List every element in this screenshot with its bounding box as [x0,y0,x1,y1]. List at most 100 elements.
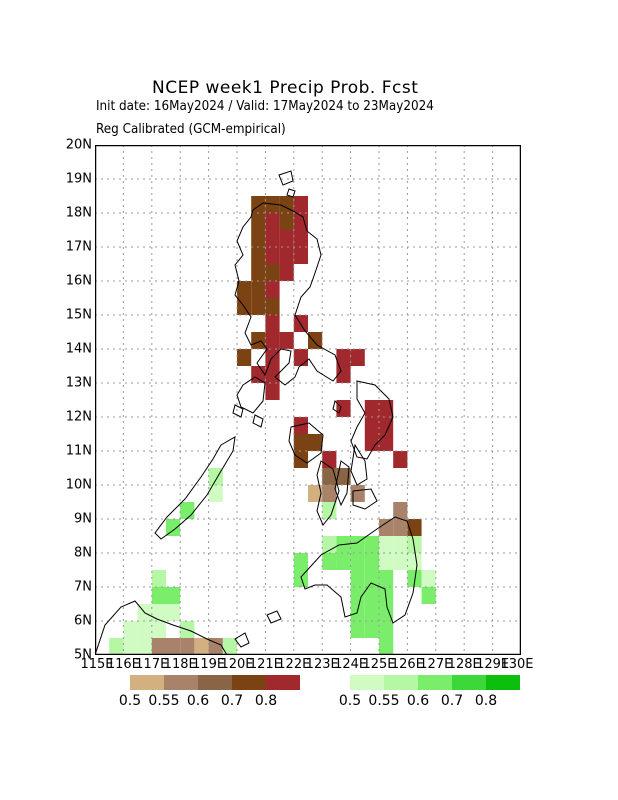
below-normal-cell [293,417,308,434]
lat-tick-label: 13N [65,375,92,391]
below-normal-cell [364,400,379,417]
below-normal-cell [251,230,266,247]
below-normal-cell [336,468,351,485]
below-normal-cell [364,417,379,434]
below-normal-cell [194,638,209,655]
lat-tick-label: 18N [65,205,92,221]
below-normal-cell [265,213,280,230]
above-normal-cell [350,587,365,604]
below-normal-cell [350,349,365,366]
above-normal-cell [393,553,408,570]
below-normal-cell [279,196,294,213]
above-normal-cell [379,604,394,621]
below-normal-cell [265,230,280,247]
legend-swatch [452,675,486,690]
below-normal-cell [151,638,166,655]
above-normal-cell [166,587,181,604]
above-normal-cell [421,570,436,587]
legend-label: 0.6 [406,693,430,709]
above-normal-cell [407,536,422,553]
below-normal-cell [364,434,379,451]
legend-swatch [164,675,198,690]
lat-tick-label: 17N [65,239,92,255]
below-normal-cell [279,332,294,349]
legend-label: 0.5 [338,693,362,709]
lat-tick-label: 7N [74,579,92,595]
coastlines [95,170,418,655]
legend-label: 0.7 [440,693,464,709]
lon-tick-label: 122E [277,657,311,672]
below-normal-cell [265,315,280,332]
above-normal-cell [350,604,365,621]
below-normal-cell [308,434,323,451]
below-normal-cell [293,247,308,264]
above-normal-cell [364,621,379,638]
lat-tick-label: 15N [65,307,92,323]
above-normal-cell [364,536,379,553]
below-normal-cell [251,281,266,298]
below-normal-cell [393,451,408,468]
legend-swatch [418,675,452,690]
below-normal-cell [322,451,337,468]
below-normal-cell [393,519,408,536]
lat-tick-label: 8N [74,545,92,561]
legend-label: 0.5 [118,693,142,709]
above-normal-cell [364,587,379,604]
below-normal-cell [265,264,280,281]
lat-tick-label: 19N [65,171,92,187]
below-normal-cell [279,213,294,230]
below-normal-cell [251,366,266,383]
above-normal-cell [322,553,337,570]
above-normal-cell [379,621,394,638]
above-normal-cell [137,638,152,655]
below-normal-cell [308,485,323,502]
lon-tick-label: 130E [500,657,534,672]
legend-label: 0.55 [368,693,400,709]
above-normal-cell [379,536,394,553]
legend-label: 0.6 [186,693,210,709]
above-normal-cell [180,502,195,519]
below-normal-cell [293,213,308,230]
map-frame [95,145,521,655]
below-normal-cell [166,638,181,655]
above-normal-cell [166,604,181,621]
above-normal-cell [407,553,422,570]
below-normal-cell [237,349,252,366]
legend-swatch [384,675,418,690]
below-normal-cell [265,247,280,264]
legend-swatch [486,675,520,690]
below-normal-cell [393,502,408,519]
above-normal-cell [364,553,379,570]
below-normal-cell [265,281,280,298]
above-normal-cell [407,570,422,587]
above-normal-cell [123,621,138,638]
below-normal-cell [308,332,323,349]
below-normal-cell [180,638,195,655]
lon-tick-label: 125E [362,657,396,672]
lat-tick-label: 9N [74,511,92,527]
above-normal-cell [364,570,379,587]
below-normal-cell [265,298,280,315]
grid-lines [95,145,521,655]
above-normal-cell [379,570,394,587]
legend-swatch [232,675,266,690]
above-normal-cell [137,621,152,638]
below-normal-cell [251,247,266,264]
above-normal-cell [151,587,166,604]
below-normal-cell [293,349,308,366]
below-normal-cell [265,383,280,400]
below-normal-cell [322,485,337,502]
legend-swatch [350,675,384,690]
below-normal-cell [208,638,223,655]
below-normal-cell [322,468,337,485]
lon-tick-label: 118E [163,657,197,672]
lon-tick-label: 120E [220,657,254,672]
above-normal-cell [109,638,124,655]
above-normal-cell [151,621,166,638]
lon-tick-label: 126E [390,657,424,672]
lon-tick-label: 117E [135,657,169,672]
lon-tick-label: 121E [248,657,282,672]
method-label: Reg Calibrated (GCM-empirical) [96,121,286,137]
legend-swatch [198,675,232,690]
map-subtitle: Init date: 16May2024 / Valid: 17May2024 … [96,98,434,114]
